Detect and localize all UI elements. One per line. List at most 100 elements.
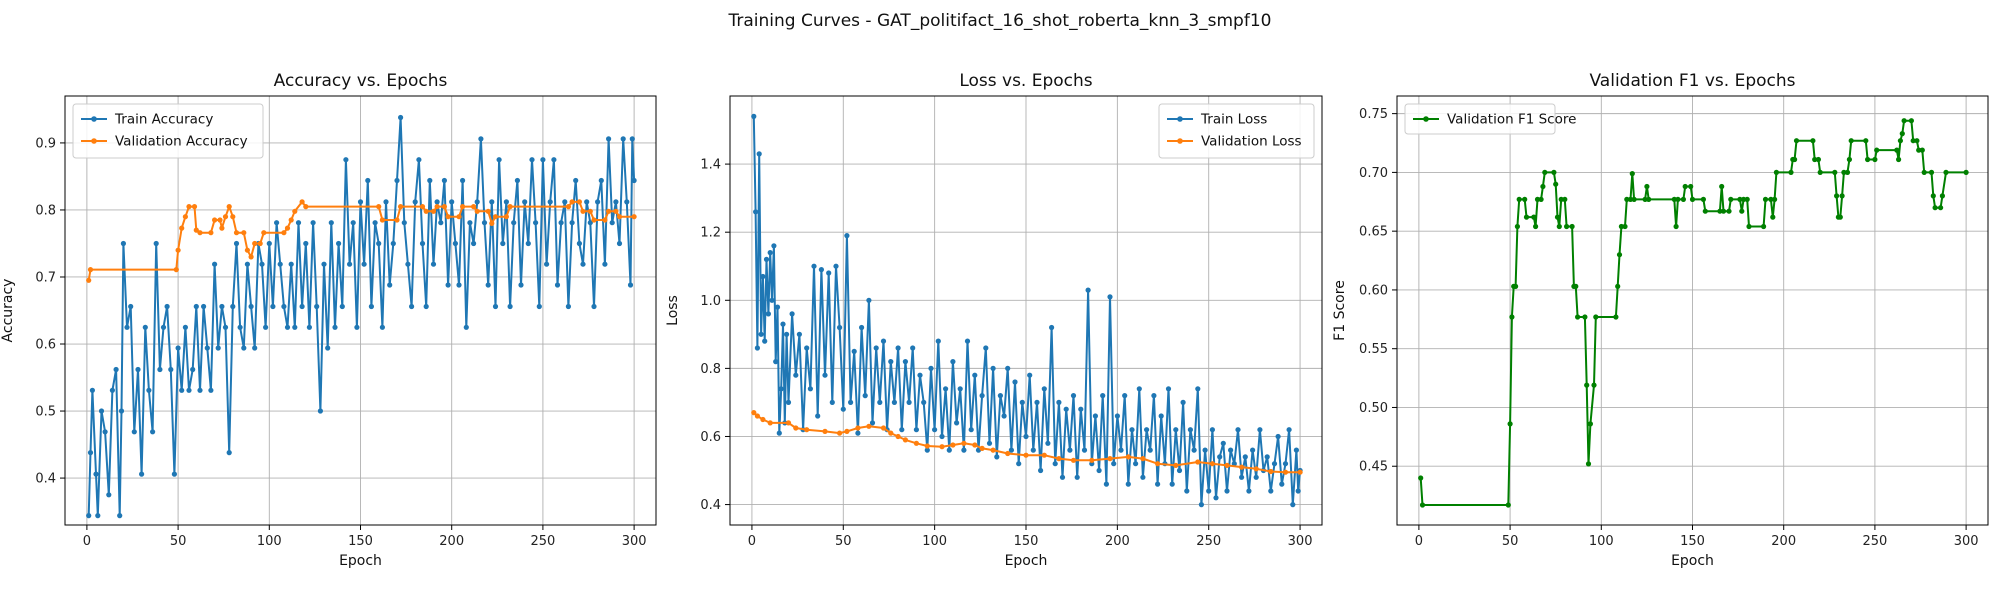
legend-label: Train Accuracy [114, 112, 213, 128]
data-point [1768, 196, 1774, 202]
data-point [1812, 156, 1818, 163]
data-point [1180, 399, 1186, 405]
data-point [1792, 156, 1798, 163]
data-point [580, 208, 586, 214]
x-tick-label: 50 [835, 534, 852, 549]
data-point [419, 204, 426, 210]
data-point [204, 345, 210, 351]
data-point [913, 440, 920, 446]
data-point [932, 427, 938, 433]
data-point [754, 413, 761, 419]
data-point [1041, 452, 1047, 458]
data-point [230, 214, 236, 220]
data-point [1268, 468, 1274, 475]
data-point [1253, 474, 1259, 480]
data-point [1125, 481, 1131, 487]
data-point [1680, 196, 1686, 202]
data-point [182, 324, 188, 330]
data-point [277, 261, 283, 267]
data-point [186, 387, 192, 393]
data-point [1618, 223, 1624, 230]
data-point [263, 324, 269, 330]
data-point [1770, 214, 1776, 220]
x-tick-label: 250 [1862, 534, 1887, 549]
data-point [1837, 214, 1843, 220]
data-point [616, 240, 623, 247]
data-point [1133, 461, 1139, 467]
data-point [921, 399, 927, 405]
data-point [1250, 447, 1256, 453]
data-point [763, 256, 770, 262]
y-tick-label: 1.2 [700, 226, 721, 241]
data-point [1739, 208, 1745, 214]
data-point [895, 345, 901, 351]
data-point [1719, 183, 1725, 190]
data-point [1049, 324, 1055, 331]
data-point [1616, 252, 1623, 258]
data-point [241, 230, 247, 236]
data-point [1100, 393, 1106, 399]
data-point [1817, 169, 1823, 175]
data-point [518, 282, 524, 288]
data-point [895, 433, 901, 440]
data-point [964, 338, 971, 344]
data-point [474, 199, 480, 205]
data-point [1118, 447, 1124, 453]
data-point [1147, 447, 1153, 453]
data-point [142, 324, 148, 330]
data-point [1085, 287, 1091, 293]
data-point [1587, 421, 1593, 427]
data-point [1023, 452, 1029, 458]
y-tick-label: 0.4 [35, 472, 56, 487]
data-point [1553, 181, 1559, 187]
data-point [496, 157, 502, 163]
data-point [979, 445, 985, 451]
data-point [120, 240, 126, 247]
data-point [624, 199, 630, 205]
data-point [1001, 413, 1007, 419]
data-point [1533, 223, 1539, 230]
data-point [851, 348, 857, 354]
data-point [587, 220, 593, 226]
data-point [939, 433, 945, 440]
y-tick-label: 0.70 [1359, 166, 1388, 181]
y-tick-label: 0.45 [1359, 460, 1388, 475]
data-point [939, 444, 945, 450]
data-point [1717, 208, 1723, 214]
data-point [394, 217, 400, 223]
data-point [230, 303, 236, 310]
data-point [284, 324, 291, 330]
series-2 [86, 199, 637, 283]
data-point [525, 240, 531, 247]
data-point [576, 199, 583, 205]
y-tick-label: 1.0 [700, 294, 721, 309]
data-point [1228, 447, 1234, 453]
data-point [372, 220, 378, 226]
data-point [299, 303, 305, 310]
data-point [217, 217, 223, 223]
data-point [533, 220, 539, 226]
data-point [1005, 450, 1011, 457]
data-point [1220, 440, 1226, 446]
data-point [1908, 118, 1914, 124]
data-point [1144, 427, 1150, 433]
data-point [1206, 488, 1212, 494]
data-point [186, 204, 192, 210]
data-point [961, 447, 967, 453]
data-point [950, 442, 956, 448]
data-point [201, 303, 207, 310]
data-point [175, 345, 181, 351]
data-point [880, 338, 887, 344]
data-point [1762, 196, 1769, 202]
data-point [419, 240, 426, 247]
x-tick-label: 300 [622, 534, 647, 549]
data-point [182, 214, 188, 220]
data-point [467, 220, 473, 226]
data-point [171, 471, 177, 477]
data-point [157, 366, 163, 373]
data-point [412, 199, 418, 205]
data-point [503, 199, 509, 205]
data-point [950, 359, 956, 365]
data-point [310, 220, 316, 226]
data-point [1832, 169, 1838, 175]
